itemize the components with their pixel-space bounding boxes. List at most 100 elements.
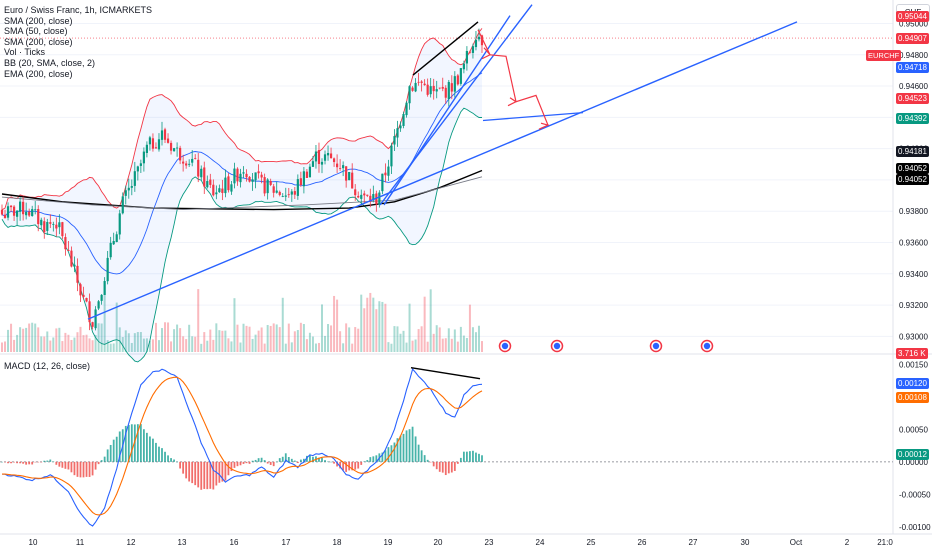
volume-bar: [136, 332, 139, 352]
legend-sma-50[interactable]: SMA (50, close): [4, 26, 68, 37]
macd-histogram-bar: [106, 449, 109, 462]
drawings[interactable]: [87, 4, 798, 320]
price-badge: 0.94052: [896, 163, 929, 175]
candle-body: [423, 83, 426, 86]
volume-bar: [151, 339, 154, 352]
volume-bar: [305, 339, 308, 352]
legend-title[interactable]: Euro / Swiss Franc, 1h, ICMARKETS: [4, 5, 153, 15]
macd-histogram-bar: [73, 461, 76, 476]
volume-bar: [456, 341, 459, 352]
legend-sma-200b[interactable]: SMA (200, close): [4, 36, 73, 47]
candle-body: [239, 173, 242, 183]
macd-histogram-bar: [1, 461, 3, 463]
candle-body: [85, 298, 88, 302]
volume-bar: [127, 333, 130, 352]
candle-body: [34, 209, 37, 211]
candle-body: [447, 81, 450, 99]
trendline-steep-a: [379, 4, 533, 206]
macd-divergence-line: [410, 366, 481, 380]
candle-body: [94, 309, 97, 329]
volume-bar: [206, 340, 209, 352]
volume-bar: [145, 338, 148, 352]
projection-arrowhead: [481, 47, 491, 60]
candle-body: [477, 36, 481, 40]
volume-bar: [248, 326, 251, 352]
macd-histogram-bar: [321, 457, 323, 462]
candle-body: [28, 211, 31, 216]
macd-histogram-bar: [94, 461, 97, 470]
macd-histogram-bar: [206, 461, 209, 490]
volume-bar: [254, 334, 257, 352]
macd-histogram-bar: [19, 461, 22, 464]
candle-body: [52, 223, 55, 225]
macd-histogram-bar: [284, 453, 287, 462]
legend-vol[interactable]: Vol · Ticks: [4, 47, 46, 58]
macd-histogram-bar: [158, 446, 160, 462]
event-marker-dot: [553, 342, 561, 350]
candle-body: [426, 84, 429, 95]
candle-body: [366, 194, 369, 196]
legend-bb[interactable]: BB (20, SMA, close, 2): [4, 57, 96, 68]
macd-histogram-bar: [233, 461, 236, 468]
macd-histogram-bar: [28, 461, 31, 465]
macd-badge: 0.00108: [896, 392, 929, 404]
candle-body: [462, 63, 465, 70]
candle-body: [157, 139, 161, 150]
volume-bar: [197, 289, 200, 352]
candle-body: [191, 158, 194, 163]
volume-bar: [266, 324, 269, 352]
candle-body: [179, 147, 182, 161]
volume-bar: [1, 342, 3, 352]
time-tick-label: 30: [741, 538, 750, 547]
macd-histogram-bar: [351, 461, 354, 471]
candle-body: [67, 249, 70, 251]
volume-bar: [70, 339, 73, 352]
candle-body: [188, 163, 191, 165]
macd-histogram-bar: [127, 424, 130, 462]
macd-histogram-bar: [112, 439, 115, 462]
event-markers[interactable]: [498, 339, 714, 353]
macd-legend[interactable]: MACD (12, 26, close): [4, 361, 91, 371]
macd-histogram-bar: [67, 461, 70, 470]
volume-bar: [22, 328, 25, 352]
volume-bar: [167, 322, 170, 352]
candle-body: [242, 172, 245, 174]
macd-histogram-bar: [200, 461, 203, 490]
candle-body: [378, 192, 381, 205]
volume-bar: [314, 343, 317, 352]
volume-bar: [25, 327, 28, 352]
macd-histogram-bar: [242, 461, 245, 464]
macd-histogram-bar: [245, 461, 248, 464]
macd-histogram-bar: [239, 461, 242, 466]
candle-body: [456, 75, 459, 85]
legend-ema[interactable]: EMA (200, close): [4, 68, 73, 79]
volume-bar: [284, 343, 287, 352]
projection-arrowhead: [507, 97, 518, 107]
candle-body: [360, 194, 363, 199]
candle-body: [332, 158, 336, 163]
candle-body: [354, 189, 357, 196]
candle-body: [314, 151, 318, 162]
volume-bar: [393, 326, 396, 352]
volume-bar: [85, 334, 88, 352]
macd-histogram-bar: [375, 455, 378, 462]
volume-bar: [4, 341, 7, 352]
macd-histogram-bar: [384, 450, 387, 462]
price-badge: 3.716 K: [896, 348, 928, 360]
time-tick-label: 20: [434, 538, 443, 547]
volume-bar: [154, 322, 157, 352]
volume-bar: [58, 327, 61, 352]
candle-body: [296, 179, 299, 196]
volume-bar: [278, 327, 281, 352]
macd-histogram-bar: [420, 450, 423, 462]
macd-histogram-bar: [426, 459, 429, 462]
macd-histogram-bar: [212, 461, 215, 490]
time-tick-label: 16: [230, 538, 239, 547]
macd-badge: 0.00012: [896, 448, 929, 460]
candle-body: [88, 301, 91, 323]
volume-bar: [157, 340, 160, 352]
candle-body: [254, 172, 257, 181]
volume-bar: [432, 333, 435, 352]
legend-sma-200[interactable]: SMA (200, close): [4, 15, 73, 26]
